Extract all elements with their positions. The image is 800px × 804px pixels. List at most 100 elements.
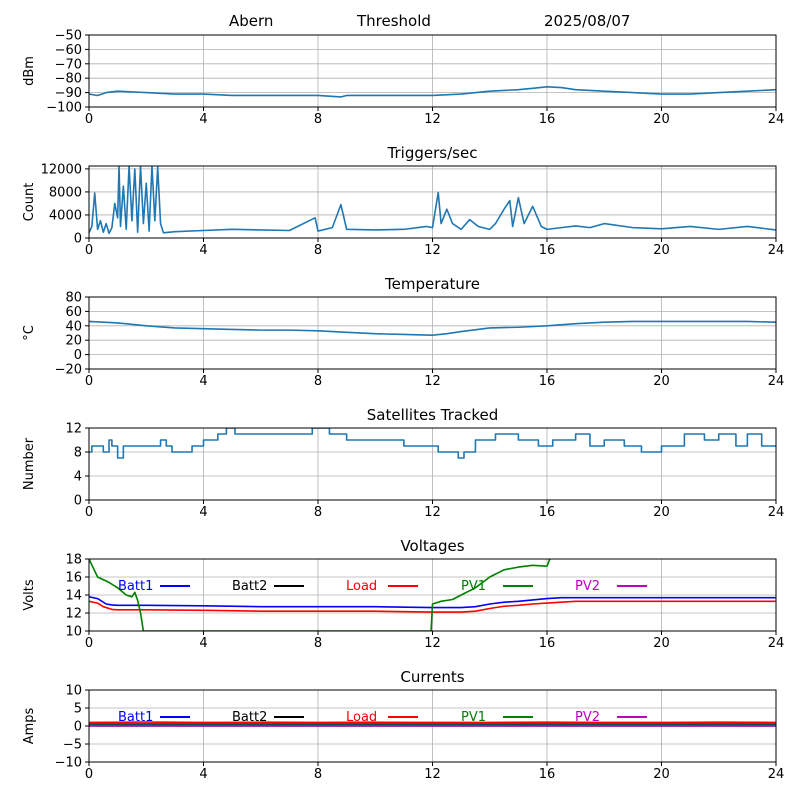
x-tick-label: 4 (199, 505, 207, 520)
x-tick-label: 4 (199, 767, 207, 782)
x-tick-label: 24 (768, 767, 785, 782)
x-tick-label: 0 (85, 374, 93, 389)
legend-label-load: Load (346, 579, 377, 594)
legend-label-pv2: PV2 (575, 579, 600, 594)
x-tick-label: 0 (85, 505, 93, 520)
report-date: 2025/08/07 (544, 12, 630, 30)
x-tick-label: 16 (539, 767, 556, 782)
y-tick-label: 8 (74, 446, 82, 461)
y-axis-label: Count (22, 183, 37, 222)
y-tick-label: 80 (65, 291, 82, 306)
x-tick-label: 8 (314, 505, 322, 520)
x-tick-label: 12 (424, 243, 441, 258)
y-tick-label: −10 (55, 756, 82, 771)
x-tick-label: 4 (199, 243, 207, 258)
x-tick-label: 16 (539, 112, 556, 127)
y-tick-label: −5 (63, 738, 82, 753)
chart-title: Triggers/sec (387, 144, 478, 162)
y-tick-label: 5 (74, 702, 82, 717)
legend-label-batt2: Batt2 (232, 710, 267, 725)
y-tick-label: 0 (74, 348, 82, 363)
y-tick-label: 4 (74, 470, 82, 485)
x-tick-label: 8 (314, 112, 322, 127)
x-tick-label: 4 (199, 374, 207, 389)
y-tick-label: −90 (55, 86, 82, 101)
x-tick-label: 16 (539, 505, 556, 520)
y-tick-label: −50 (55, 29, 82, 44)
legend-label-batt1: Batt1 (118, 710, 153, 725)
y-axis-label: Volts (22, 579, 37, 611)
x-tick-label: 0 (85, 636, 93, 651)
y-tick-label: 14 (65, 589, 82, 604)
y-tick-label: 16 (65, 571, 82, 586)
x-tick-label: 4 (199, 112, 207, 127)
x-tick-label: 20 (653, 112, 670, 127)
x-tick-label: 24 (768, 505, 785, 520)
x-tick-label: 12 (424, 767, 441, 782)
y-axis-label: °C (22, 325, 37, 341)
y-tick-label: −80 (55, 72, 82, 87)
x-tick-label: 20 (653, 636, 670, 651)
x-tick-label: 20 (653, 505, 670, 520)
chart-voltages: 0 4 8 12 16 20 24 10 12 14 16 18 Voltages Volts Batt1 B… (22, 537, 784, 651)
y-tick-label: 40 (65, 319, 82, 334)
y-axis-label: Amps (22, 707, 37, 744)
y-tick-label: −60 (55, 43, 82, 58)
y-tick-label: 0 (74, 720, 82, 735)
y-tick-label: 18 (65, 553, 82, 568)
x-tick-label: 12 (424, 112, 441, 127)
y-tick-label: 10 (65, 684, 82, 699)
x-tick-label: 24 (768, 112, 785, 127)
y-axis-label: dBm (22, 56, 37, 86)
y-tick-label: 20 (65, 334, 82, 349)
y-tick-label: 10 (65, 625, 82, 640)
x-tick-label: 8 (314, 636, 322, 651)
series-group (89, 722, 776, 726)
x-tick-label: 12 (424, 636, 441, 651)
y-tick-label: 4000 (49, 208, 82, 223)
legend-label-pv1: PV1 (461, 579, 486, 594)
y-tick-label: −70 (55, 57, 82, 72)
x-tick-label: 20 (653, 243, 670, 258)
legend-label-batt1: Batt1 (118, 579, 153, 594)
chart-title: Voltages (400, 537, 464, 555)
y-tick-label: 12 (65, 422, 82, 437)
y-tick-label: −100 (46, 101, 82, 116)
y-tick-label: 0 (74, 494, 82, 509)
x-tick-label: 20 (653, 767, 670, 782)
legend-label-load: Load (346, 710, 377, 725)
y-tick-label: 60 (65, 305, 82, 320)
y-axis-label: Number (22, 437, 37, 490)
x-tick-label: 24 (768, 636, 785, 651)
x-tick-label: 12 (424, 505, 441, 520)
legend-label-pv1: PV1 (461, 710, 486, 725)
x-tick-label: 12 (424, 374, 441, 389)
x-tick-label: 24 (768, 374, 785, 389)
y-tick-label: 12000 (41, 162, 82, 177)
legend-label-pv2: PV2 (575, 710, 600, 725)
legend-label-batt2: Batt2 (232, 579, 267, 594)
y-tick-label: 12 (65, 607, 82, 622)
x-tick-label: 0 (85, 767, 93, 782)
x-tick-label: 0 (85, 243, 93, 258)
chart-satellites: 0 4 8 12 16 20 24 0 4 8 12 Satellites Tracked Number (22, 406, 784, 520)
x-tick-label: 20 (653, 374, 670, 389)
x-tick-label: 4 (199, 636, 207, 651)
chart-title: Temperature (384, 275, 480, 293)
x-tick-label: 16 (539, 636, 556, 651)
x-tick-label: 8 (314, 767, 322, 782)
x-tick-label: 8 (314, 374, 322, 389)
chart-title: Satellites Tracked (367, 406, 498, 424)
station-name: Abern (229, 12, 273, 30)
y-tick-label: 0 (74, 232, 82, 247)
chart-threshold: 0 4 8 12 16 20 24 −100−90−80−70−60−50 dBm (22, 29, 784, 128)
x-tick-label: 8 (314, 243, 322, 258)
x-tick-label: 0 (85, 112, 93, 127)
panel-label: Threshold (357, 12, 431, 30)
x-tick-label: 24 (768, 243, 785, 258)
